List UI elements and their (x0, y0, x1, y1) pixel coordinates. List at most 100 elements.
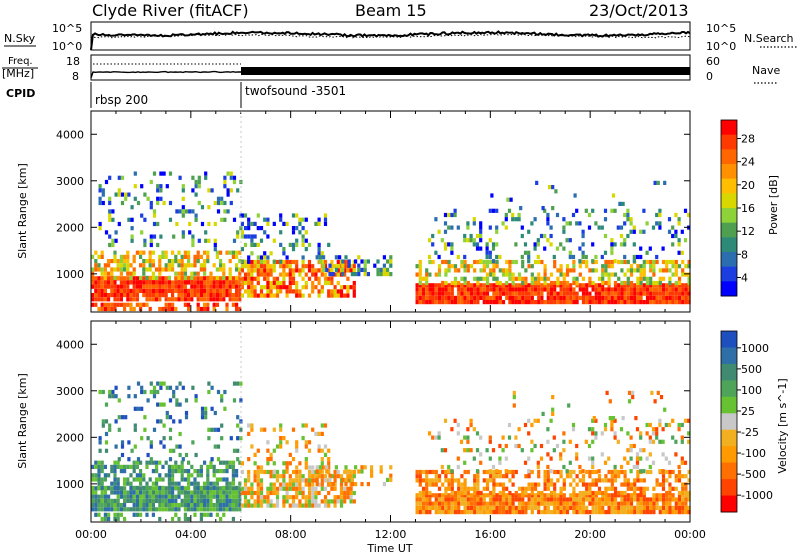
colorbar-tick-label: 500 (741, 363, 762, 376)
heatmap-cell (453, 505, 458, 510)
heatmap-cell (317, 482, 321, 487)
heatmap-cell (107, 284, 111, 289)
heatmap-cell (158, 306, 162, 312)
heatmap-cell (498, 300, 502, 305)
heatmap-cell (540, 497, 544, 502)
heatmap-cell (236, 234, 240, 239)
heatmap-cell (530, 287, 534, 292)
heatmap-cell (203, 288, 207, 293)
heatmap-cell (145, 259, 149, 264)
heatmap-cell (565, 510, 570, 515)
heatmap-cell (291, 230, 296, 235)
heatmap-cell (450, 283, 454, 288)
heatmap-cell (635, 464, 640, 470)
heatmap-cell (247, 478, 251, 483)
heatmap-cell (684, 490, 688, 496)
heatmap-cell (594, 501, 598, 506)
heatmap-cell (658, 268, 662, 273)
heatmap-cell (291, 482, 296, 487)
heatmap-cell (247, 221, 251, 226)
heatmap-cell (505, 295, 509, 300)
heatmap-cell (457, 510, 461, 515)
heatmap-cell (488, 225, 492, 230)
heatmap-cell (143, 242, 147, 248)
heatmap-cell (533, 242, 537, 247)
heatmap-cell (587, 456, 592, 461)
heatmap-cell (434, 501, 438, 506)
heatmap-cell (585, 482, 589, 487)
heatmap-cell (591, 482, 595, 487)
heatmap-cell (181, 385, 185, 390)
heatmap-cell (447, 287, 451, 292)
heatmap-cell (352, 490, 356, 496)
heatmap-cell (285, 289, 289, 294)
heatmap-cell (537, 280, 541, 286)
heatmap-cell (196, 297, 200, 302)
heatmap-cell (447, 482, 451, 487)
heatmap-cell (243, 280, 248, 286)
heatmap-cell (111, 238, 115, 243)
heatmap-cell (482, 287, 486, 292)
heatmap-cell (450, 280, 454, 286)
heatmap-cell (213, 242, 217, 248)
heatmap-cell (639, 486, 643, 491)
heatmap-cell (327, 448, 331, 453)
heatmap-cell (238, 460, 242, 465)
heatmap-cell (219, 486, 223, 491)
heatmap-cell (98, 188, 102, 193)
heatmap-cell (243, 482, 248, 487)
heatmap-cell (148, 263, 152, 268)
heatmap-cell (346, 289, 350, 294)
heatmap-cell (425, 287, 429, 292)
heatmap-cell (191, 440, 195, 445)
heatmap-cell (425, 505, 429, 510)
heatmap-cell (331, 272, 335, 277)
heatmap-cell (524, 295, 528, 300)
heatmap-cell (116, 259, 120, 264)
heatmap-cell (517, 505, 522, 510)
heatmap-cell (482, 264, 486, 269)
heatmap-cell (473, 283, 477, 288)
heatmap-cell (613, 497, 618, 502)
colorbar-tick-label: 4 (741, 271, 748, 284)
heatmap-cell (466, 264, 470, 269)
heatmap-cell (434, 497, 438, 502)
heatmap-cell (228, 250, 232, 255)
heatmap-cell (585, 505, 589, 510)
heatmap-cell (256, 474, 260, 479)
heatmap-cell (457, 486, 461, 491)
heatmap-cell (145, 464, 149, 469)
heatmap-cell (203, 280, 207, 285)
heatmap-cell (126, 494, 130, 499)
heatmap-cell (183, 293, 187, 298)
heatmap-cell (565, 272, 570, 277)
heatmap-cell (282, 499, 286, 504)
heatmap-cell (228, 284, 232, 289)
heatmap-cell (235, 507, 239, 512)
heatmap-cell (178, 381, 182, 386)
heatmap-cell (145, 498, 149, 503)
heatmap-cell (466, 221, 470, 226)
heatmap-cell (301, 259, 305, 265)
heatmap-cell (441, 497, 445, 502)
heatmap-cell (123, 469, 127, 474)
heatmap-cell (559, 510, 563, 515)
heatmap-cell (460, 295, 464, 300)
heatmap-cell (553, 482, 557, 487)
heatmap-cell (533, 246, 537, 251)
heatmap-cell (415, 501, 419, 506)
heatmap-cell (457, 505, 461, 510)
heatmap-cell (677, 501, 682, 506)
colorbar-tick-label: -25 (741, 426, 759, 439)
heatmap-cell (94, 503, 98, 508)
heatmap-cell (161, 276, 165, 281)
heatmap-cell (617, 490, 621, 496)
heatmap-cell (508, 469, 512, 475)
heatmap-cell (687, 287, 691, 292)
heatmap-cell (101, 188, 105, 193)
heatmap-cell (119, 259, 123, 264)
heatmap-cell (136, 381, 141, 386)
heatmap-cell (418, 264, 422, 269)
heatmap-cell (167, 259, 171, 264)
